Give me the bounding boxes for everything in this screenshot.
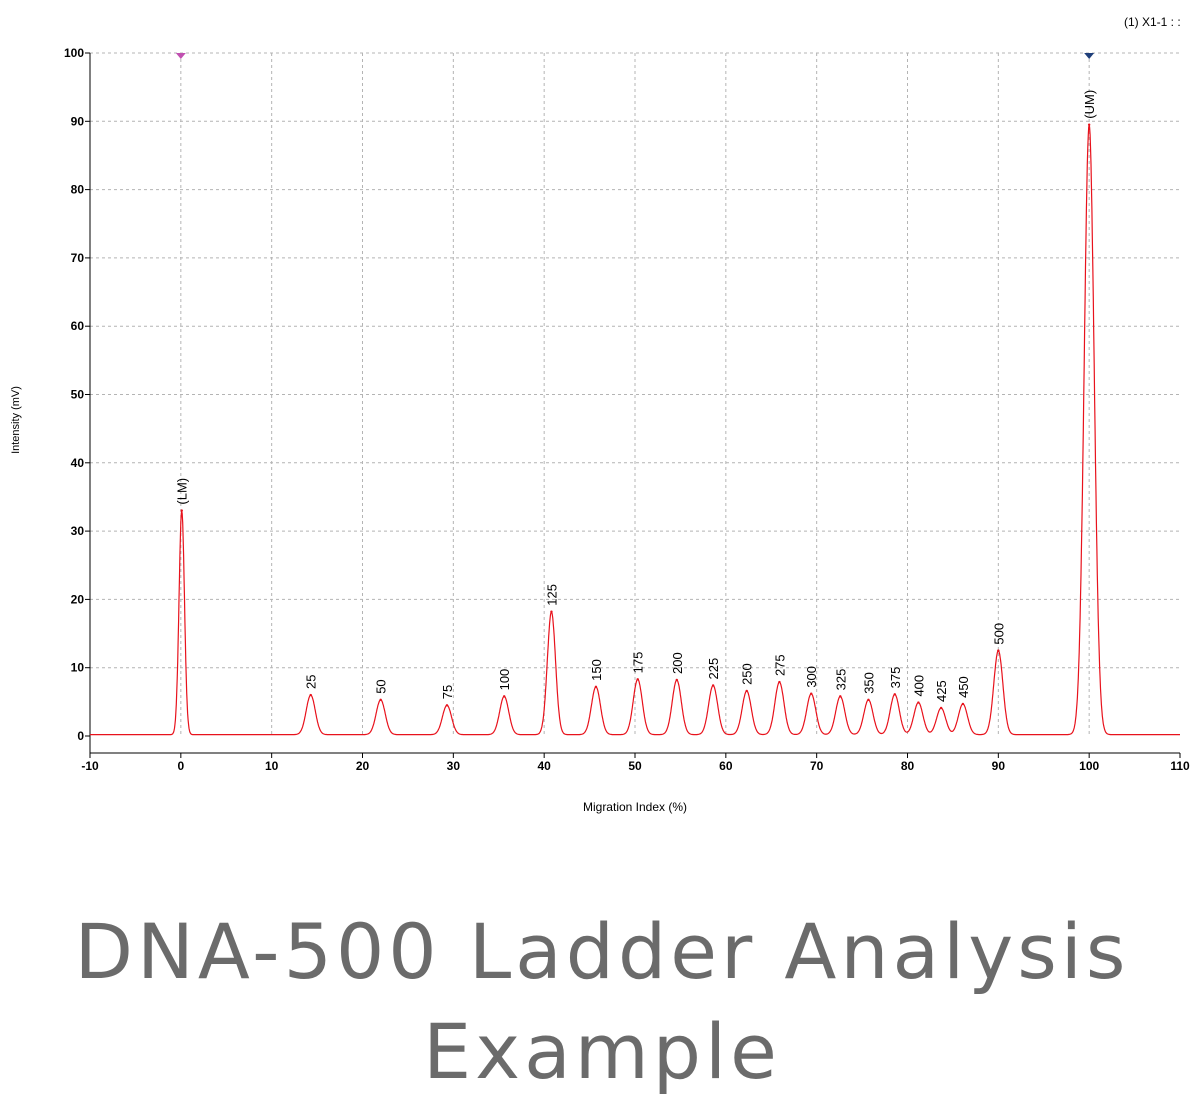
peak-point	[778, 680, 781, 684]
peak-label: 75	[440, 685, 455, 699]
y-tick-label: 70	[71, 251, 85, 265]
upper-marker-icon	[1084, 53, 1095, 59]
y-tick-label: 100	[64, 46, 84, 60]
peak-point	[711, 684, 715, 687]
peak-label: 50	[374, 679, 389, 693]
peak-label: 350	[861, 672, 876, 694]
caption-line-1: DNA-500 Ladder Analysis	[74, 907, 1130, 996]
peak-label: 325	[833, 669, 848, 691]
x-tick-label: 20	[356, 759, 370, 773]
peak-point	[379, 698, 382, 702]
peak-point	[810, 692, 813, 695]
x-tick-label: 50	[628, 759, 642, 773]
peak-point	[309, 693, 312, 697]
caption-line-2: Example	[423, 1007, 781, 1096]
peak-label: 175	[631, 652, 646, 674]
peak-point	[550, 610, 553, 613]
peak-label: 275	[772, 654, 787, 676]
peak-point	[961, 702, 965, 706]
peak-label: 200	[670, 652, 685, 674]
peak-point	[675, 678, 678, 682]
peak-point	[503, 695, 506, 698]
peak-point	[939, 706, 943, 710]
x-tick-label: 40	[537, 759, 551, 773]
peak-labels: (LM) 25 50 75 100 125 150 175 200 225 250 275 300 325…	[175, 90, 1097, 702]
y-axis-title: Intensity (mV)	[10, 386, 22, 454]
peak-label: (UM)	[1082, 90, 1097, 119]
electropherogram-chart: 0 10 20 30 40 50 60 70 80 90 100 -10 0 10 20 30 40 50 60 70…	[64, 46, 1190, 773]
x-tick-label: 0	[177, 759, 184, 773]
peak-label: 450	[956, 676, 971, 698]
x-tick-label: 60	[719, 759, 733, 773]
peak-point	[893, 693, 896, 696]
trace-layer	[90, 123, 1180, 736]
peak-point	[745, 689, 748, 693]
peak-point	[839, 695, 842, 698]
y-tick-label: 40	[71, 456, 85, 470]
peak-point	[180, 509, 183, 512]
peak-point	[997, 649, 1000, 652]
peak-label: 425	[934, 680, 949, 702]
x-tick-label: 110	[1170, 759, 1190, 773]
axes: 0 10 20 30 40 50 60 70 80 90 100 -10 0 10 20 30 40 50 60 70…	[64, 46, 1190, 773]
x-tick-label: 30	[447, 759, 461, 773]
peak-point	[636, 678, 639, 681]
legend-entry: (1) X1-1 : :	[1124, 15, 1181, 29]
peak-point	[917, 701, 920, 704]
y-tick-label: 0	[77, 729, 84, 743]
peak-label: (LM)	[175, 478, 190, 505]
x-tick-label: 80	[901, 759, 915, 773]
ladder-markers	[175, 53, 1095, 59]
x-tick-label: 90	[992, 759, 1006, 773]
y-tick-label: 80	[71, 183, 85, 197]
peak-label: 250	[740, 663, 755, 685]
peak-label: 100	[497, 669, 512, 691]
lower-marker-icon	[175, 53, 186, 59]
y-tick-label: 50	[71, 388, 85, 402]
y-tick-label: 10	[71, 661, 85, 675]
x-axis-title: Migration Index (%)	[582, 800, 688, 814]
peak-label: 400	[911, 675, 926, 697]
peak-label: 125	[544, 584, 559, 606]
x-tick-label: 70	[810, 759, 824, 773]
peak-point	[1087, 123, 1091, 126]
y-tick-label: 20	[71, 592, 85, 606]
peak-label: 150	[589, 659, 604, 681]
y-tick-label: 60	[71, 319, 85, 333]
peak-label: 300	[804, 666, 819, 688]
peak-point	[445, 704, 449, 707]
peak-label: 500	[991, 623, 1006, 645]
y-tick-label: 30	[71, 524, 85, 538]
grid-lines	[90, 52, 1180, 736]
x-tick-label: 100	[1079, 759, 1099, 773]
peak-label: 25	[304, 675, 319, 689]
peak-point	[594, 685, 598, 689]
peak-point	[867, 698, 870, 702]
peak-label: 225	[706, 658, 721, 680]
x-tick-label: -10	[81, 759, 99, 773]
peak-label: 375	[888, 667, 903, 689]
x-tick-label: 10	[265, 759, 279, 773]
y-tick-label: 90	[71, 114, 85, 128]
